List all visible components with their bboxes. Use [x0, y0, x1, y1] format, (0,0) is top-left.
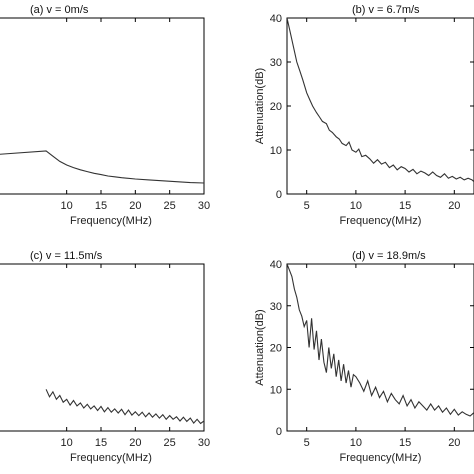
plot-frame [0, 17, 205, 195]
x-axis-label: Frequency(MHz) [70, 215, 152, 227]
chart-panel-4: 5 10 15 20 0 10 20 30 40 Frequency(MHz) Attenuatio… [254, 250, 474, 464]
y-tick-label: 40 [270, 13, 282, 25]
x-tick-label: 30 [198, 437, 210, 449]
y-tick-label: 0 [276, 189, 282, 201]
series-line-1 [287, 18, 474, 183]
series-line-1 [0, 150, 204, 184]
y-tick-label: 10 [270, 384, 282, 396]
y-tick-label: 30 [270, 57, 282, 69]
y-tick-label: 20 [270, 343, 282, 355]
y-tick-label: 40 [270, 259, 282, 271]
x-tick-label: 5 [304, 200, 310, 212]
y-tick-label: 30 [270, 301, 282, 313]
y-axis-label: Attenuation(dB) [254, 68, 266, 144]
x-tick-label: 10 [61, 200, 73, 212]
x-tick-label: 20 [129, 437, 141, 449]
x-tick-label: 10 [350, 437, 362, 449]
panel-title: (b) v = 6.7m/s [352, 4, 420, 16]
x-tick-label: 20 [448, 437, 460, 449]
x-axis-label: Frequency(MHz) [340, 452, 422, 464]
x-tick-label: 15 [399, 437, 411, 449]
x-tick-label: 5 [304, 437, 310, 449]
x-tick-label: 25 [164, 437, 176, 449]
x-tick-label: 20 [448, 200, 460, 212]
x-axis-label: Frequency(MHz) [70, 452, 152, 464]
x-tick-label: 20 [129, 200, 141, 212]
x-tick-label: 15 [95, 437, 107, 449]
chart-panel-2: 5 10 15 20 0 10 20 30 40 Frequency(MHz) Attenuatio… [254, 4, 474, 227]
y-tick-label: 10 [270, 145, 282, 157]
x-tick-label: 10 [350, 200, 362, 212]
plot-frame [0, 263, 205, 432]
panel-title: (d) v = 18.9m/s [352, 250, 426, 262]
panel-title: (c) v = 11.5m/s [30, 250, 103, 262]
x-tick-label: 15 [95, 200, 107, 212]
series-line-1 [45, 389, 204, 425]
panel-title: (a) v = 0m/s [30, 4, 89, 16]
x-tick-label: 30 [198, 200, 210, 212]
chart-panel-3: 10 15 20 25 30 Frequency(MHz) (c) v = 11.5m/s [0, 250, 210, 464]
x-tick-label: 15 [399, 200, 411, 212]
x-tick-label: 25 [164, 200, 176, 212]
plot-frame [286, 17, 474, 195]
chart-panel-1: 10 15 20 25 30 Frequency(MHz) (a) v = 0m/s [0, 4, 210, 227]
y-tick-label: 0 [276, 426, 282, 438]
plot-frame [286, 263, 474, 432]
series-line-1 [287, 264, 474, 417]
y-axis-label: Attenuation(dB) [254, 309, 266, 385]
x-axis-label: Frequency(MHz) [340, 215, 422, 227]
y-tick-label: 20 [270, 101, 282, 113]
x-tick-label: 10 [61, 437, 73, 449]
